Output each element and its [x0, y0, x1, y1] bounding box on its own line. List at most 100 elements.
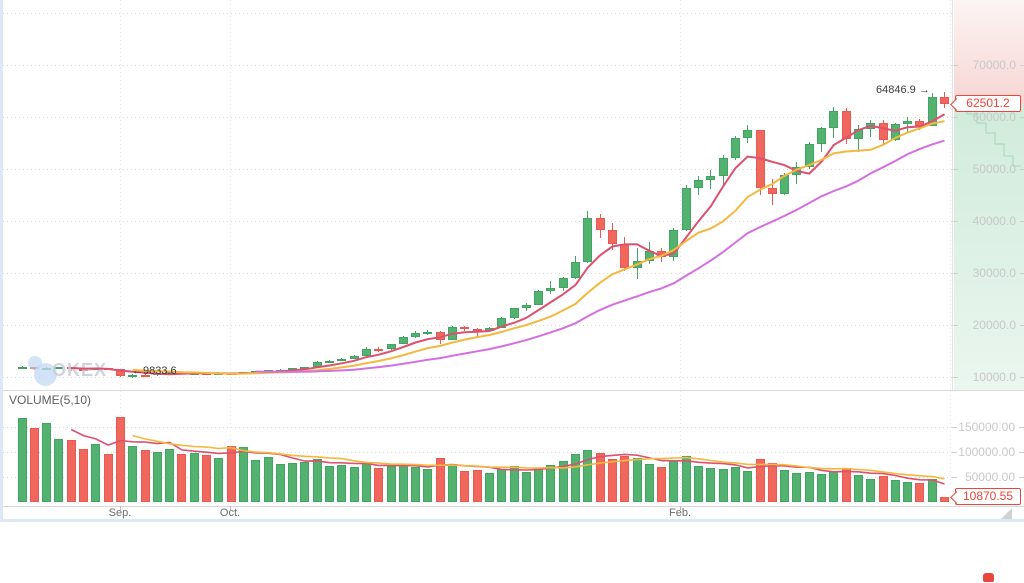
candle — [890, 123, 900, 140]
price-scale-label: 70000.0 — [953, 58, 1024, 72]
candle — [940, 96, 949, 104]
candle — [411, 333, 421, 337]
volume-scale-label: 50000.00 — [952, 470, 1024, 484]
volume-bar — [251, 460, 261, 502]
volume-pane[interactable]: VOLUME(5,10) — [3, 391, 952, 506]
candle — [583, 217, 593, 262]
volume-bar — [817, 474, 826, 502]
volume-bar — [940, 496, 949, 502]
volume-bar — [226, 445, 236, 502]
frame-bottom-edge — [0, 519, 1024, 522]
candle — [374, 348, 384, 351]
volume-bar — [238, 446, 248, 502]
candle — [263, 370, 273, 373]
volume-bar — [521, 472, 531, 502]
volume-bar — [140, 450, 150, 502]
volume-bar — [706, 467, 716, 502]
candle — [546, 288, 556, 292]
resize-handle-icon[interactable] — [1001, 508, 1012, 519]
volume-bar — [595, 453, 605, 502]
price-gridline — [3, 169, 952, 170]
candle — [817, 128, 826, 144]
candle — [669, 229, 679, 258]
okex-logo-icon — [34, 363, 57, 386]
volume-bar — [79, 448, 88, 502]
frame-left-edge — [0, 0, 3, 521]
candle — [804, 143, 814, 168]
candle — [657, 250, 667, 258]
boundary-gridline — [950, 391, 951, 506]
candle — [780, 174, 790, 195]
volume-bar — [17, 418, 27, 502]
volume-bar — [66, 440, 76, 502]
candle — [251, 371, 261, 374]
price-scale[interactable]: 70000.0 60000.0 50000.0 40000.0 30000.0 20000… — [952, 0, 1024, 390]
price-scale-label: 40000.0 — [953, 214, 1024, 228]
volume-bar — [607, 459, 617, 502]
candle — [866, 122, 876, 129]
volume-bar — [288, 463, 298, 502]
candle — [718, 157, 728, 176]
volume-bar — [927, 479, 937, 502]
candle — [472, 329, 482, 332]
time-axis-label: Sep. — [108, 507, 132, 519]
volume-bar — [177, 453, 187, 502]
candle — [853, 129, 863, 139]
volume-bar — [730, 466, 740, 502]
volume-bar — [669, 460, 679, 502]
last-price-tag: 62501.2 — [955, 95, 1021, 113]
volume-bar — [54, 439, 64, 502]
candle — [595, 217, 605, 231]
volume-bar — [189, 452, 199, 502]
volume-bar — [718, 469, 728, 502]
candle — [497, 317, 507, 328]
volume-bar — [103, 454, 113, 502]
volume-bar — [275, 464, 285, 502]
pane-divider[interactable] — [0, 390, 1024, 391]
candle — [312, 361, 322, 368]
volume-bar — [374, 468, 384, 502]
volume-bar — [497, 469, 507, 502]
candle — [927, 96, 937, 126]
volume-bar — [312, 459, 322, 502]
notification-icon[interactable] — [983, 573, 994, 582]
volume-bar — [115, 416, 125, 502]
candle — [423, 331, 433, 334]
volume-bar — [915, 483, 925, 502]
volume-bar — [435, 458, 445, 502]
volume-bar — [853, 475, 863, 502]
current-volume-value: 10870.55 — [962, 489, 1014, 504]
volume-bar — [780, 470, 790, 502]
candle — [177, 372, 187, 375]
time-gridline — [120, 0, 121, 390]
candle — [792, 167, 802, 175]
volume-indicator-label[interactable]: VOLUME(5,10) — [9, 393, 92, 407]
candle — [325, 360, 334, 363]
volume-bar — [325, 465, 334, 502]
candle — [755, 130, 765, 189]
kline-chart[interactable]: OKEX 64846.9 → ←9833.6 70000.0 60000.0 500… — [0, 0, 1024, 522]
price-gridline — [3, 117, 952, 118]
price-scale-label: 30000.0 — [953, 266, 1024, 280]
candle — [620, 244, 630, 268]
candle — [903, 120, 913, 124]
time-axis[interactable]: Sep. Oct. Feb. — [0, 506, 1024, 519]
candle — [214, 373, 224, 376]
candle — [226, 373, 236, 376]
candle — [829, 110, 839, 129]
low-price-annotation: ←9833.6 — [132, 365, 177, 377]
volume-bar — [694, 465, 703, 502]
price-pane[interactable] — [3, 0, 952, 390]
candle — [607, 230, 617, 245]
time-gridline — [230, 0, 231, 390]
price-scale-label: 50000.0 — [953, 162, 1024, 176]
candle — [337, 358, 347, 361]
candle — [558, 278, 568, 289]
time-axis-label: Oct. — [219, 507, 241, 519]
okex-watermark: OKEX — [14, 354, 124, 388]
candle — [238, 372, 248, 375]
candle — [644, 250, 654, 262]
volume-bar — [546, 465, 556, 502]
candle — [632, 261, 642, 268]
